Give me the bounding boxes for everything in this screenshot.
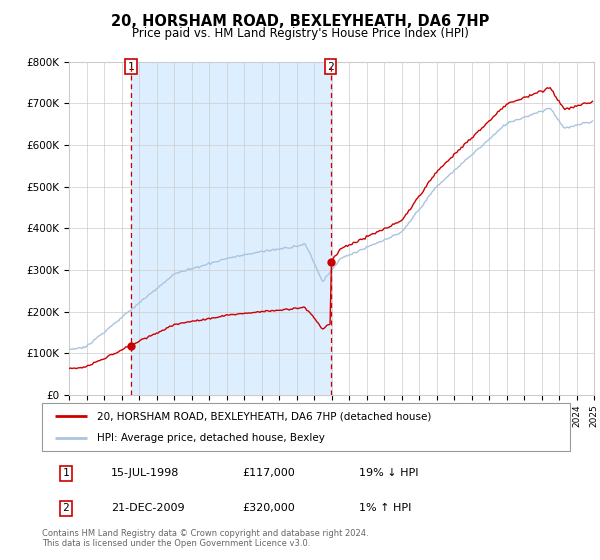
Text: 20, HORSHAM ROAD, BEXLEYHEATH, DA6 7HP (detached house): 20, HORSHAM ROAD, BEXLEYHEATH, DA6 7HP (…	[97, 411, 432, 421]
Text: £117,000: £117,000	[242, 468, 295, 478]
Text: Price paid vs. HM Land Registry's House Price Index (HPI): Price paid vs. HM Land Registry's House …	[131, 27, 469, 40]
Text: 20, HORSHAM ROAD, BEXLEYHEATH, DA6 7HP: 20, HORSHAM ROAD, BEXLEYHEATH, DA6 7HP	[111, 14, 489, 29]
FancyBboxPatch shape	[42, 403, 570, 451]
Text: 1: 1	[128, 62, 134, 72]
Bar	[131, 62, 331, 395]
Text: 2: 2	[62, 503, 69, 513]
Text: 21-DEC-2009: 21-DEC-2009	[110, 503, 184, 513]
Text: This data is licensed under the Open Government Licence v3.0.: This data is licensed under the Open Gov…	[42, 539, 310, 548]
Text: 1: 1	[62, 468, 69, 478]
Text: Contains HM Land Registry data © Crown copyright and database right 2024.: Contains HM Land Registry data © Crown c…	[42, 529, 368, 538]
Text: 2: 2	[328, 62, 334, 72]
Text: 1% ↑ HPI: 1% ↑ HPI	[359, 503, 411, 513]
Text: HPI: Average price, detached house, Bexley: HPI: Average price, detached house, Bexl…	[97, 433, 325, 443]
Text: £320,000: £320,000	[242, 503, 295, 513]
Text: 15-JUL-1998: 15-JUL-1998	[110, 468, 179, 478]
Text: 19% ↓ HPI: 19% ↓ HPI	[359, 468, 418, 478]
